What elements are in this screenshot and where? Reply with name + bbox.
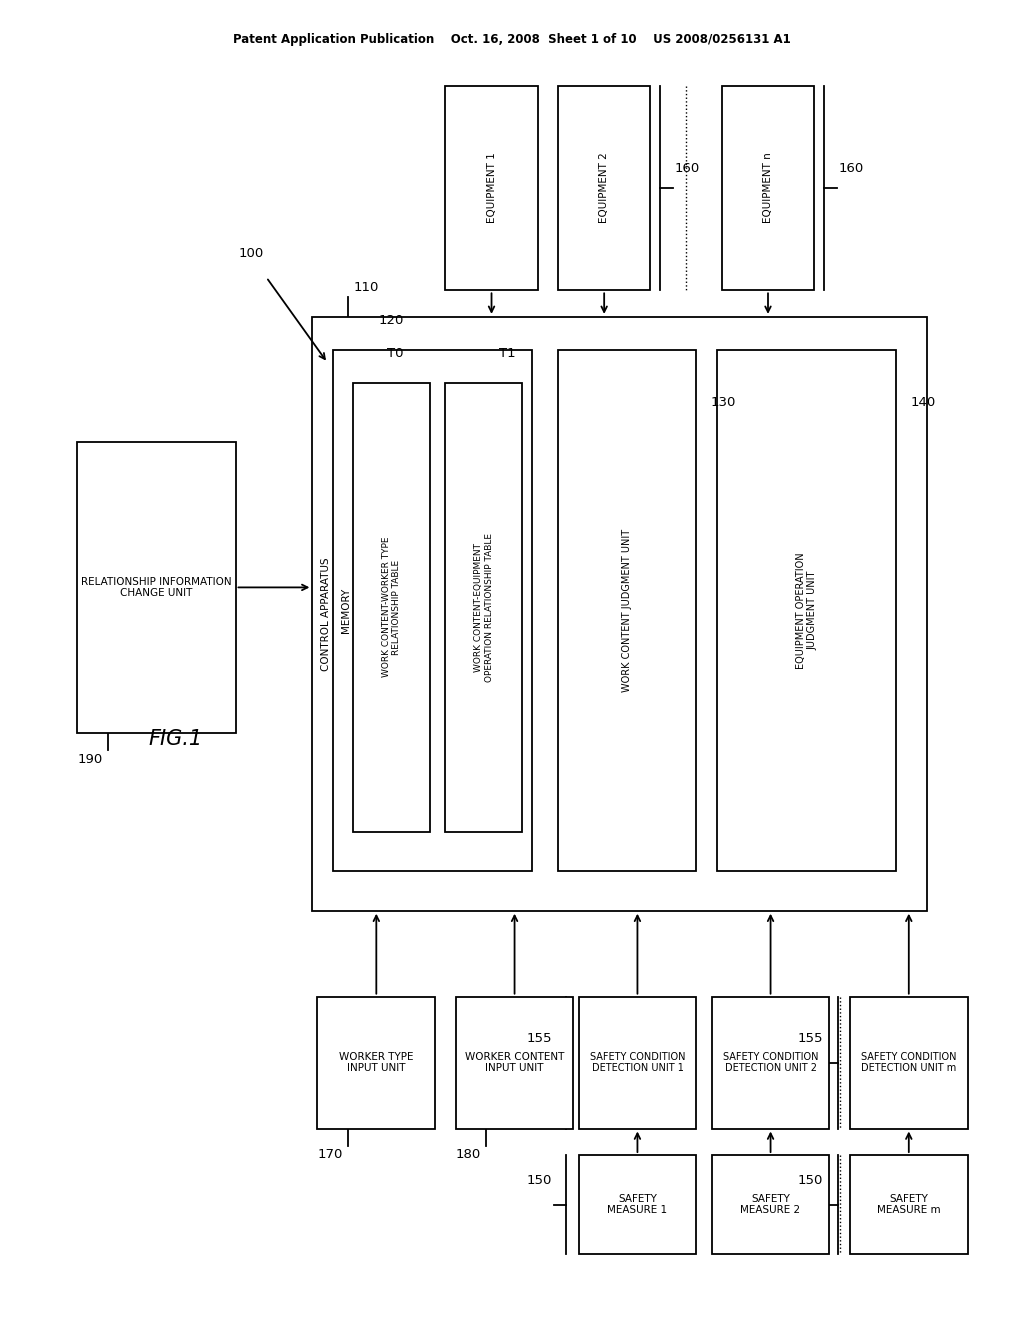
Text: T1: T1 (500, 347, 516, 360)
Bar (445, 383, 522, 832)
Text: 160: 160 (839, 162, 864, 174)
Text: 100: 100 (239, 247, 263, 260)
Text: SAFETY
MEASURE 2: SAFETY MEASURE 2 (740, 1193, 801, 1216)
Text: 190: 190 (77, 752, 102, 766)
Text: CONTROL APPARATUS: CONTROL APPARATUS (321, 557, 331, 671)
Bar (445, 86, 538, 290)
Text: EQUIPMENT OPERATION
JUDGMENT UNIT: EQUIPMENT OPERATION JUDGMENT UNIT (796, 552, 817, 669)
Bar (579, 1155, 696, 1254)
Bar (579, 997, 696, 1129)
Text: EQUIPMENT n: EQUIPMENT n (763, 153, 773, 223)
Bar (353, 383, 430, 832)
Text: 155: 155 (798, 1032, 823, 1045)
Text: WORK CONTENT-EQUIPMENT
OPERATION RELATIONSHIP TABLE: WORK CONTENT-EQUIPMENT OPERATION RELATIO… (474, 533, 494, 681)
Text: 120: 120 (379, 314, 404, 327)
Bar (850, 1155, 968, 1254)
Bar (558, 86, 650, 290)
Text: 130: 130 (711, 396, 736, 409)
Bar (712, 997, 829, 1129)
Bar (712, 1155, 829, 1254)
Bar (317, 997, 435, 1129)
Text: 150: 150 (798, 1175, 823, 1187)
Text: RELATIONSHIP INFORMATION
CHANGE UNIT: RELATIONSHIP INFORMATION CHANGE UNIT (81, 577, 231, 598)
Text: SAFETY CONDITION
DETECTION UNIT 1: SAFETY CONDITION DETECTION UNIT 1 (590, 1052, 685, 1073)
Text: 180: 180 (456, 1148, 481, 1162)
Text: 170: 170 (317, 1148, 343, 1162)
Text: SAFETY
MEASURE 1: SAFETY MEASURE 1 (607, 1193, 668, 1216)
Text: EQUIPMENT 2: EQUIPMENT 2 (599, 153, 609, 223)
Text: 160: 160 (675, 162, 700, 174)
Text: SAFETY CONDITION
DETECTION UNIT m: SAFETY CONDITION DETECTION UNIT m (861, 1052, 956, 1073)
Text: 150: 150 (526, 1175, 552, 1187)
Text: 110: 110 (353, 281, 379, 294)
Text: Patent Application Publication    Oct. 16, 2008  Sheet 1 of 10    US 2008/025613: Patent Application Publication Oct. 16, … (233, 33, 791, 46)
Text: SAFETY
MEASURE m: SAFETY MEASURE m (877, 1193, 941, 1216)
Text: WORKER TYPE
INPUT UNIT: WORKER TYPE INPUT UNIT (339, 1052, 414, 1073)
Text: SAFETY CONDITION
DETECTION UNIT 2: SAFETY CONDITION DETECTION UNIT 2 (723, 1052, 818, 1073)
Text: WORK CONTENT JUDGMENT UNIT: WORK CONTENT JUDGMENT UNIT (623, 529, 632, 692)
Bar (333, 350, 532, 871)
Bar (558, 350, 696, 871)
Text: 155: 155 (526, 1032, 552, 1045)
Text: WORK CONTENT-WORKER TYPE
RELATIONSHIP TABLE: WORK CONTENT-WORKER TYPE RELATIONSHIP TA… (382, 537, 401, 677)
Text: T0: T0 (386, 347, 403, 360)
Text: 140: 140 (910, 396, 936, 409)
Text: WORKER CONTENT
INPUT UNIT: WORKER CONTENT INPUT UNIT (465, 1052, 564, 1073)
Text: EQUIPMENT 1: EQUIPMENT 1 (486, 153, 497, 223)
Bar (456, 997, 573, 1129)
Text: FIG.1: FIG.1 (148, 729, 203, 750)
Bar (77, 442, 236, 733)
Bar (722, 86, 814, 290)
Bar (850, 997, 968, 1129)
Bar (717, 350, 896, 871)
Text: MEMORY: MEMORY (341, 587, 351, 634)
Bar (312, 317, 927, 911)
